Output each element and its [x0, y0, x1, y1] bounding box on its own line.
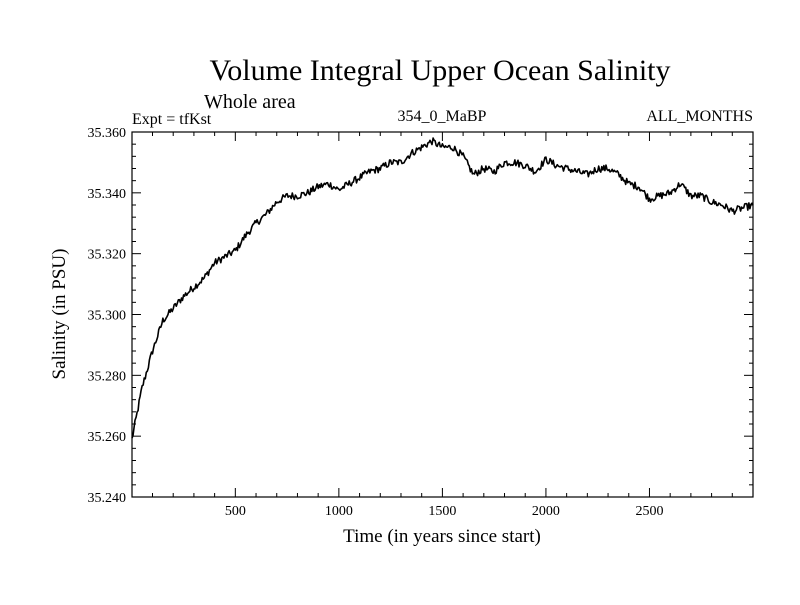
y-tick-label: 35.320 — [88, 248, 127, 263]
period-label: ALL_MONTHS — [646, 108, 753, 125]
y-axis-label: Salinity (in PSU) — [49, 249, 70, 380]
chart-title: Volume Integral Upper Ocean Salinity — [210, 54, 671, 87]
y-tick-label: 35.300 — [88, 309, 127, 324]
axes: 500 1000 1500 2000 2500 35.240 35.260 35.280 35.… — [88, 126, 753, 519]
x-tick-label: 2500 — [635, 504, 663, 519]
x-tick-label: 1500 — [428, 504, 456, 519]
salinity-series-line — [131, 137, 754, 439]
y-tick-label: 35.240 — [88, 491, 127, 506]
run-label: 354_0_MaBP — [398, 108, 487, 125]
x-tick-label: 500 — [225, 504, 246, 519]
x-tick-label: 1000 — [325, 504, 353, 519]
plot-frame — [131, 131, 754, 498]
x-axis-label: Time (in years since start) — [343, 526, 541, 547]
chart-subtitle: Whole area — [204, 91, 296, 113]
experiment-label: Expt = tfKst — [132, 111, 212, 128]
y-tick-label: 35.280 — [88, 369, 127, 384]
y-tick-label: 35.340 — [88, 187, 127, 202]
y-tick-label: 35.260 — [88, 430, 127, 445]
x-tick-label: 2000 — [532, 504, 560, 519]
y-tick-label: 35.360 — [88, 126, 127, 141]
